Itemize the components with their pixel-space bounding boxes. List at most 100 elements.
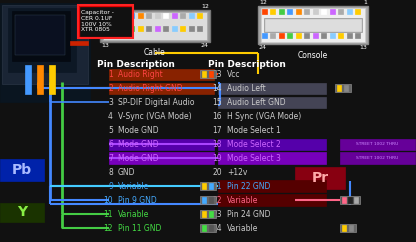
Text: 4: 4 <box>108 112 113 121</box>
Bar <box>344 85 348 91</box>
Bar <box>342 197 346 203</box>
Bar <box>218 181 326 192</box>
Bar <box>296 9 301 14</box>
Bar <box>25 65 31 94</box>
Bar <box>209 226 213 231</box>
Bar <box>200 211 216 218</box>
Text: Pr: Pr <box>312 171 329 185</box>
Bar <box>340 152 415 164</box>
Bar <box>270 33 275 38</box>
Bar <box>2 5 88 84</box>
Bar <box>265 19 361 31</box>
Bar <box>209 212 213 217</box>
Bar <box>218 152 326 164</box>
Text: 10: 10 <box>103 196 113 205</box>
Text: 3: 3 <box>108 98 113 107</box>
Bar <box>172 26 177 31</box>
Bar <box>146 13 151 18</box>
Text: 1: 1 <box>101 4 105 9</box>
Bar <box>218 83 326 94</box>
Text: +12v: +12v <box>227 168 248 177</box>
Text: Pin Description: Pin Description <box>97 60 175 69</box>
Text: 13: 13 <box>359 45 367 50</box>
Bar <box>198 26 203 31</box>
Text: 20: 20 <box>213 168 222 177</box>
Bar <box>340 138 415 150</box>
Bar <box>200 224 216 232</box>
Bar <box>0 3 90 102</box>
Text: 19: 19 <box>213 154 222 163</box>
Text: 2: 2 <box>108 84 113 93</box>
Text: 5: 5 <box>108 126 113 135</box>
Bar <box>70 41 88 45</box>
Bar <box>49 65 55 94</box>
Bar <box>349 226 353 231</box>
Text: Mode GND: Mode GND <box>118 154 158 163</box>
Bar <box>258 7 368 44</box>
Text: Mode GND: Mode GND <box>118 140 158 149</box>
Bar <box>112 26 117 31</box>
Text: 22: 22 <box>213 196 222 205</box>
Bar <box>279 9 284 14</box>
Bar <box>339 33 344 38</box>
Bar <box>104 26 109 31</box>
Text: 8: 8 <box>108 168 113 177</box>
Bar <box>121 26 126 31</box>
Text: STREET 1002 THRU: STREET 1002 THRU <box>356 156 398 160</box>
Text: 23: 23 <box>213 210 222 219</box>
Text: 12: 12 <box>201 4 209 9</box>
Text: Mode Select 2: Mode Select 2 <box>227 140 281 149</box>
Bar <box>356 33 361 38</box>
Bar <box>209 197 213 203</box>
Text: 17: 17 <box>213 126 222 135</box>
Bar <box>340 224 356 232</box>
Bar <box>146 26 151 31</box>
Text: Mode Select 1: Mode Select 1 <box>227 126 281 135</box>
Text: 21: 21 <box>213 182 222 191</box>
Bar <box>330 33 335 38</box>
Text: Pin 22 GND: Pin 22 GND <box>227 182 270 191</box>
Bar <box>155 13 160 18</box>
Bar <box>202 183 206 189</box>
Text: 18: 18 <box>213 140 222 149</box>
Text: 24: 24 <box>201 43 209 48</box>
Bar <box>347 9 352 14</box>
Text: 11: 11 <box>104 210 113 219</box>
Bar <box>330 9 335 14</box>
Text: Audio Left: Audio Left <box>227 84 266 93</box>
Bar <box>270 9 275 14</box>
Bar <box>109 152 214 164</box>
Bar <box>200 197 216 204</box>
Text: 1: 1 <box>108 70 113 79</box>
Text: 12: 12 <box>259 0 267 5</box>
Bar <box>121 13 126 18</box>
Bar <box>218 138 326 150</box>
Text: GND: GND <box>118 168 136 177</box>
Bar <box>347 33 352 38</box>
Text: 13: 13 <box>213 70 222 79</box>
Bar <box>335 84 351 92</box>
Bar <box>264 18 362 32</box>
Text: Mode Select 3: Mode Select 3 <box>227 154 281 163</box>
Text: 13: 13 <box>101 43 109 48</box>
Bar <box>322 33 327 38</box>
Text: Pin 11 GND: Pin 11 GND <box>118 224 161 233</box>
Bar <box>163 13 168 18</box>
Text: 12: 12 <box>104 224 113 233</box>
Bar <box>287 9 292 14</box>
Bar <box>198 13 203 18</box>
Text: 15: 15 <box>213 98 222 107</box>
Text: Pin 9 GND: Pin 9 GND <box>118 196 157 205</box>
Text: STREET 1002 THRU: STREET 1002 THRU <box>356 142 398 146</box>
Bar <box>261 8 365 42</box>
Bar <box>15 15 65 55</box>
Text: 6: 6 <box>108 140 113 149</box>
Text: Pin Description: Pin Description <box>208 60 286 69</box>
Bar <box>202 212 206 217</box>
Bar <box>163 26 168 31</box>
Bar <box>200 70 216 78</box>
Text: Variable: Variable <box>118 210 149 219</box>
Bar <box>313 33 318 38</box>
Text: Variable: Variable <box>227 224 258 233</box>
Text: Variable: Variable <box>227 196 258 205</box>
